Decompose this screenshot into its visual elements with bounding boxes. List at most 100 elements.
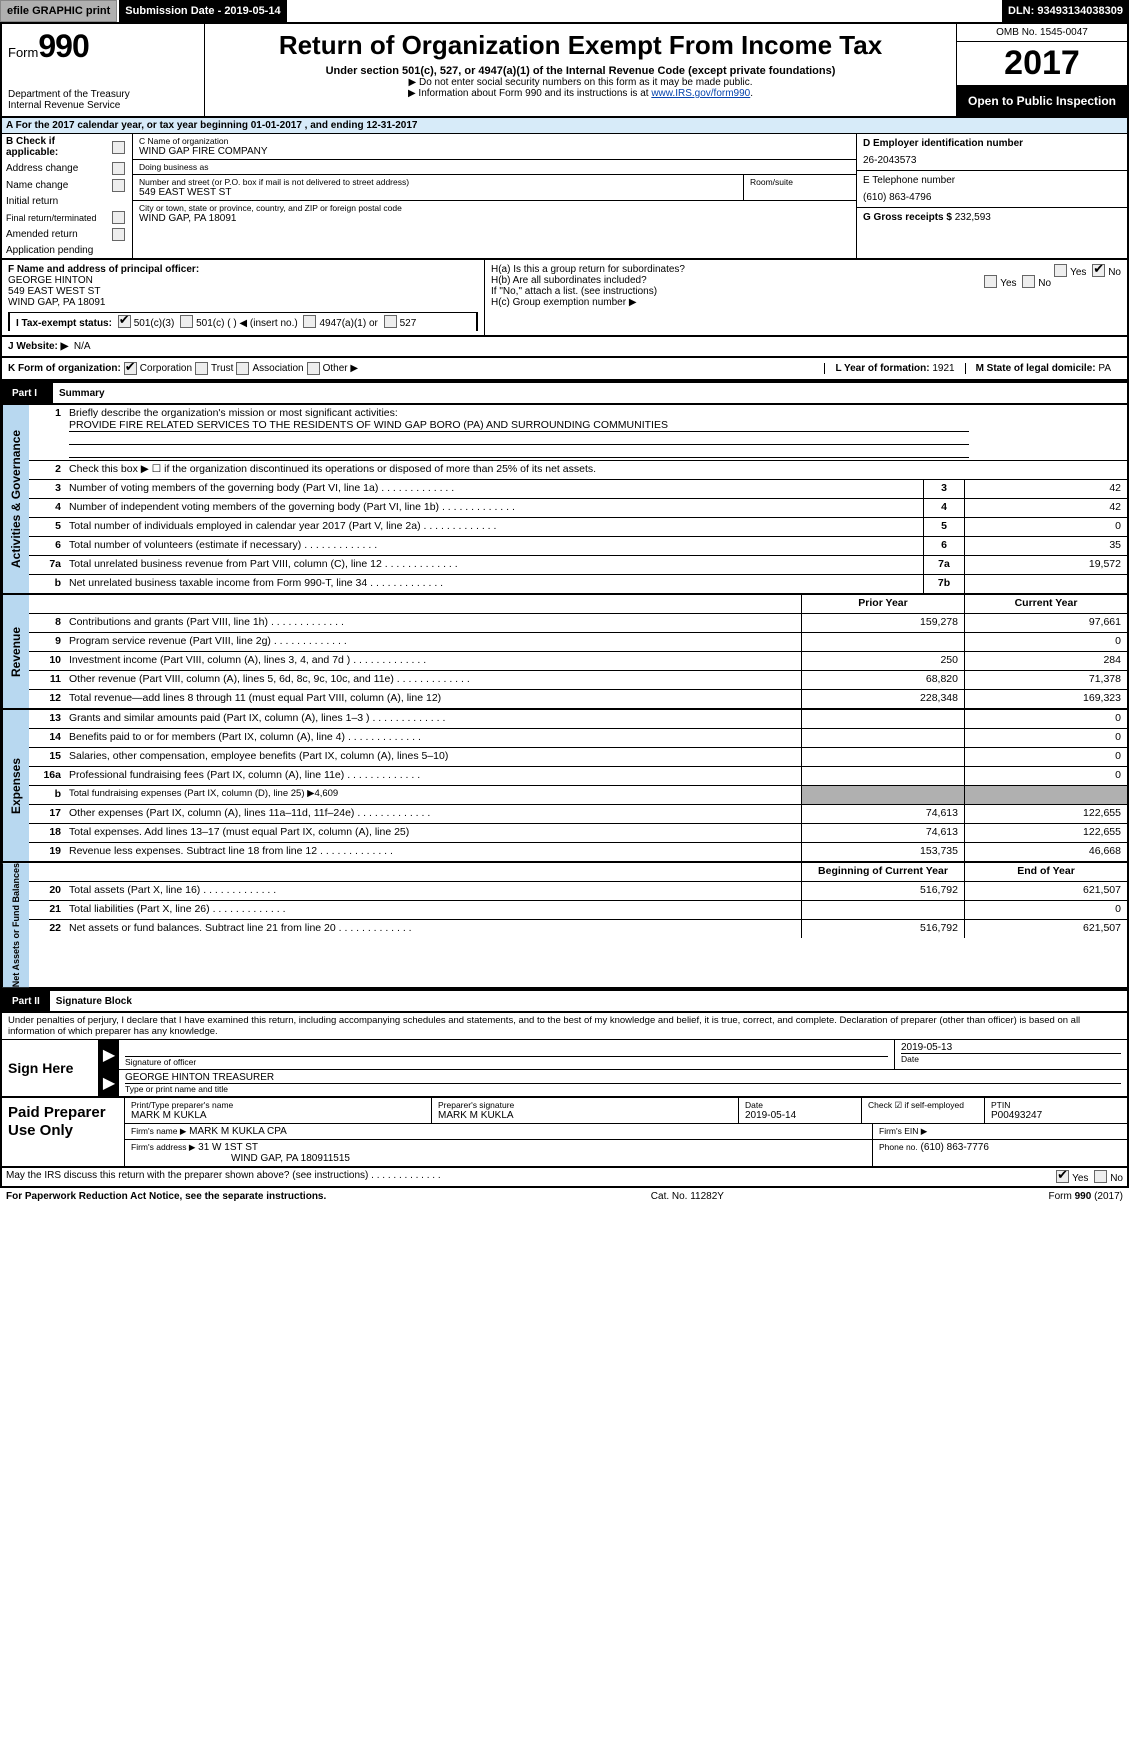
hb-row: H(b) Are all subordinates included? Yes … <box>491 275 1121 286</box>
dept-treasury: Department of the Treasury <box>8 89 198 100</box>
l12-prior: 228,348 <box>801 690 964 708</box>
l7b-val <box>964 575 1127 593</box>
checkbox-icon[interactable] <box>124 362 137 375</box>
part1-title: Summary <box>53 383 1127 403</box>
checkbox-icon[interactable] <box>112 228 125 241</box>
l13-prior <box>801 710 964 728</box>
l10-desc: Investment income (Part VIII, column (A)… <box>65 652 801 670</box>
d-label: D Employer identification number <box>863 138 1121 149</box>
checkbox-icon[interactable] <box>118 315 131 328</box>
preparer-selfemp: Check ☑ if self-employed <box>868 1100 978 1111</box>
l7a-val: 19,572 <box>964 556 1127 574</box>
checkbox-icon[interactable] <box>180 315 193 328</box>
b-final-return: Final return/terminated <box>2 209 132 226</box>
checkbox-icon[interactable] <box>1094 1170 1107 1183</box>
l1-desc: Briefly describe the organization's miss… <box>69 407 398 419</box>
begin-year-header: Beginning of Current Year <box>801 863 964 881</box>
l17-prior: 74,613 <box>801 805 964 823</box>
side-revenue: Revenue <box>2 595 29 708</box>
l18-prior: 74,613 <box>801 824 964 842</box>
e-value: (610) 863-4796 <box>863 186 1121 203</box>
section-j: J Website: ▶ N/A <box>0 337 1129 358</box>
discuss-q: May the IRS discuss this return with the… <box>2 1168 1049 1186</box>
l15-desc: Salaries, other compensation, employee b… <box>65 748 801 766</box>
l3-val: 42 <box>964 480 1127 498</box>
l15-prior <box>801 748 964 766</box>
l16b-desc: Total fundraising expenses (Part IX, col… <box>65 786 801 804</box>
checkbox-icon[interactable] <box>112 162 125 175</box>
f-name: GEORGE HINTON <box>8 275 478 286</box>
firm-ein-label: Firm's EIN ▶ <box>879 1126 927 1136</box>
form-title: Return of Organization Exempt From Incom… <box>215 30 946 61</box>
b-label: B Check if applicable: <box>2 134 132 160</box>
section-deg: D Employer identification number 26-2043… <box>857 134 1127 258</box>
hc-row: H(c) Group exemption number ▶ <box>491 297 1121 308</box>
checkbox-icon[interactable] <box>984 275 997 288</box>
b-initial-return: Initial return <box>2 194 132 209</box>
l20-end: 621,507 <box>964 882 1127 900</box>
section-a-bar: A For the 2017 calendar year, or tax yea… <box>0 118 1129 134</box>
section-b: B Check if applicable: Address change Na… <box>2 134 133 258</box>
net-assets-section: Net Assets or Fund Balances Beginning of… <box>0 863 1129 989</box>
l8-desc: Contributions and grants (Part VIII, lin… <box>65 614 801 632</box>
prior-year-header: Prior Year <box>801 595 964 613</box>
l19-desc: Revenue less expenses. Subtract line 18 … <box>65 843 801 861</box>
l1-value: PROVIDE FIRE RELATED SERVICES TO THE RES… <box>69 419 969 432</box>
l16b-curr <box>964 786 1127 804</box>
tax-year: 2017 <box>957 42 1127 86</box>
l12-desc: Total revenue—add lines 8 through 11 (mu… <box>65 690 801 708</box>
checkbox-icon[interactable] <box>1056 1170 1069 1183</box>
c-addr-value: 549 EAST WEST ST <box>139 187 737 198</box>
submission-date-label: Submission Date - 2019-05-14 <box>119 0 286 22</box>
checkbox-icon[interactable] <box>303 315 316 328</box>
checkbox-icon[interactable] <box>1092 264 1105 277</box>
l3-desc: Number of voting members of the governin… <box>65 480 923 498</box>
l14-desc: Benefits paid to or for members (Part IX… <box>65 729 801 747</box>
part1-header: Part I Summary <box>0 381 1129 405</box>
revenue-section: Revenue Prior YearCurrent Year 8Contribu… <box>0 595 1129 710</box>
preparer-name: MARK M KUKLA <box>131 1110 425 1121</box>
checkbox-icon[interactable] <box>112 211 125 224</box>
part2-title: Signature Block <box>50 991 1127 1011</box>
l16a-curr: 0 <box>964 767 1127 785</box>
checkbox-icon[interactable] <box>195 362 208 375</box>
checkbox-icon[interactable] <box>112 179 125 192</box>
paid-preparer-block: Paid Preparer Use Only Print/Type prepar… <box>0 1098 1129 1168</box>
checkbox-icon[interactable] <box>112 141 125 154</box>
l8-prior: 159,278 <box>801 614 964 632</box>
f-addr2: WIND GAP, PA 18091 <box>8 297 478 308</box>
checkbox-icon[interactable] <box>1054 264 1067 277</box>
c-city-value: WIND GAP, PA 18091 <box>139 213 850 224</box>
efile-print-button[interactable]: efile GRAPHIC print <box>0 0 117 22</box>
c-city-label: City or town, state or province, country… <box>139 203 850 213</box>
irs-link[interactable]: www.IRS.gov/form990 <box>651 88 750 99</box>
firm-addr: 31 W 1ST ST <box>198 1142 258 1153</box>
ha-row: H(a) Is this a group return for subordin… <box>491 264 1121 275</box>
part1-label: Part I <box>2 388 47 399</box>
l11-prior: 68,820 <box>801 671 964 689</box>
c-name-label: C Name of organization <box>139 136 850 146</box>
g-label: G Gross receipts $ <box>863 212 952 223</box>
form-note2: ▶ Information about Form 990 and its ins… <box>215 88 946 99</box>
checkbox-icon[interactable] <box>307 362 320 375</box>
side-expenses: Expenses <box>2 710 29 861</box>
l2-desc: Check this box ▶ ☐ if the organization d… <box>65 461 1127 479</box>
open-to-public: Open to Public Inspection <box>957 86 1127 116</box>
l7b-desc: Net unrelated business taxable income fr… <box>65 575 923 593</box>
c-dba-label: Doing business as <box>139 162 850 172</box>
l9-prior <box>801 633 964 651</box>
l16b-prior <box>801 786 964 804</box>
l4-val: 42 <box>964 499 1127 517</box>
checkbox-icon[interactable] <box>236 362 249 375</box>
c-room-label: Room/suite <box>750 177 850 187</box>
b-amended-return: Amended return <box>2 226 132 243</box>
checkbox-icon[interactable] <box>1022 275 1035 288</box>
checkbox-icon[interactable] <box>384 315 397 328</box>
preparer-ptin: P00493247 <box>991 1110 1121 1121</box>
f-addr1: 549 EAST WEST ST <box>8 286 478 297</box>
b-name-change: Name change <box>2 177 132 194</box>
l10-curr: 284 <box>964 652 1127 670</box>
c-addr-label: Number and street (or P.O. box if mail i… <box>139 177 737 187</box>
arrow-icon: ▶ <box>99 1070 119 1096</box>
omb-number: OMB No. 1545-0047 <box>957 24 1127 42</box>
